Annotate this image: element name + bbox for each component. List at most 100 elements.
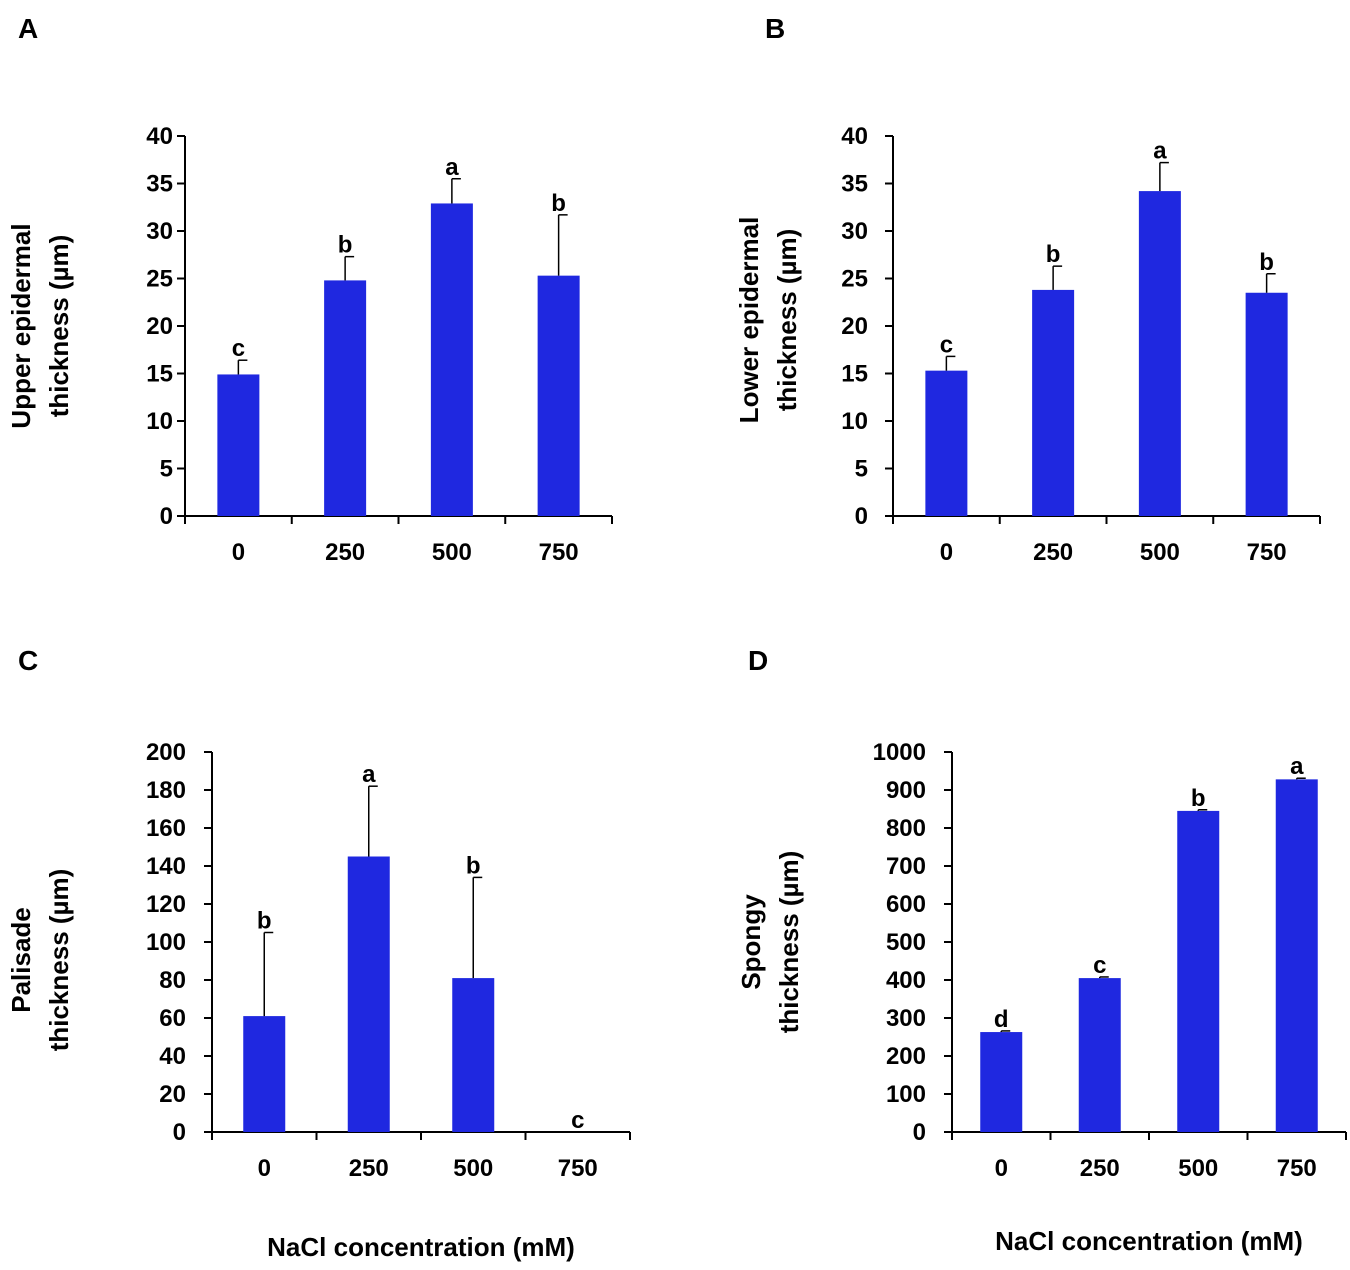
x-tick-label: 250 xyxy=(325,539,365,566)
y-tick-label: 500 xyxy=(886,929,926,956)
x-tick-label: 250 xyxy=(1033,539,1073,566)
bar xyxy=(1138,191,1181,516)
bar xyxy=(980,1032,1023,1132)
x-axis-title: NaCl concentration (mM) xyxy=(267,1232,575,1262)
x-tick-label: 500 xyxy=(1140,539,1180,566)
y-axis-title: Lower epidermal xyxy=(734,217,764,424)
significance-label: c xyxy=(940,331,953,358)
bar xyxy=(324,280,367,516)
bar xyxy=(452,978,495,1132)
panel-letter: D xyxy=(748,645,768,676)
significance-label: b xyxy=(466,852,481,879)
y-axis-title: Spongy xyxy=(736,894,766,990)
significance-label: d xyxy=(994,1006,1009,1033)
y-tick-label: 40 xyxy=(146,123,173,150)
x-tick-label: 750 xyxy=(539,539,579,566)
bar xyxy=(430,203,473,516)
significance-label: b xyxy=(551,190,566,217)
y-tick-label: 20 xyxy=(841,313,868,340)
y-tick-label: 180 xyxy=(146,777,186,804)
bar xyxy=(925,370,968,516)
x-tick-label: 750 xyxy=(1247,539,1287,566)
panel-a: A 0 5 10 15 20 25 30 35 40 c 0 b 250 a 500 b 750 Upper epi… xyxy=(6,13,613,566)
significance-label: c xyxy=(571,1107,584,1134)
y-tick-label: 0 xyxy=(913,1119,926,1146)
y-tick-label: 700 xyxy=(886,853,926,880)
bar xyxy=(243,1016,286,1132)
y-tick-label: 100 xyxy=(886,1081,926,1108)
y-axis-title: thickness (µm) xyxy=(44,235,74,418)
bar xyxy=(347,856,390,1132)
bar xyxy=(1032,289,1075,516)
x-tick-label: 250 xyxy=(349,1155,389,1182)
y-tick-label: 25 xyxy=(146,266,173,293)
bar xyxy=(537,275,580,516)
x-tick-label: 0 xyxy=(232,539,245,566)
y-tick-label: 10 xyxy=(146,408,173,435)
y-tick-label: 0 xyxy=(855,503,868,530)
y-axis-title: Palisade xyxy=(6,907,36,1013)
y-tick-label: 120 xyxy=(146,891,186,918)
y-tick-label: 30 xyxy=(146,218,173,245)
y-tick-label: 600 xyxy=(886,891,926,918)
y-tick-label: 900 xyxy=(886,777,926,804)
y-axis-title: Upper epidermal xyxy=(6,223,36,428)
significance-label: b xyxy=(338,232,353,259)
x-tick-label: 750 xyxy=(558,1155,598,1182)
significance-label: b xyxy=(1191,785,1206,812)
y-tick-label: 20 xyxy=(159,1081,186,1108)
y-tick-label: 400 xyxy=(886,967,926,994)
x-tick-label: 0 xyxy=(995,1155,1008,1182)
y-tick-label: 0 xyxy=(173,1119,186,1146)
significance-label: c xyxy=(232,335,245,362)
x-tick-label: 0 xyxy=(258,1155,271,1182)
panel-letter: B xyxy=(765,13,785,44)
y-tick-label: 300 xyxy=(886,1005,926,1032)
y-tick-label: 80 xyxy=(159,967,186,994)
y-tick-label: 800 xyxy=(886,815,926,842)
bar xyxy=(1177,810,1220,1132)
y-axis-title: thickness (µm) xyxy=(774,851,804,1034)
panel-letter: A xyxy=(18,13,38,44)
panel-c: C 0 20 40 60 80 100 120 140 160 180 200 b 0 a 250 b 500 c 7… xyxy=(6,645,631,1262)
y-tick-label: 5 xyxy=(855,456,868,483)
x-axis-title: NaCl concentration (mM) xyxy=(995,1226,1303,1256)
significance-label: a xyxy=(362,761,376,788)
x-tick-label: 750 xyxy=(1277,1155,1317,1182)
bar xyxy=(1078,978,1121,1132)
panel-d: D 0 100 200 300 400 500 600 700 800 900 1000 d 0 c 250 b… xyxy=(736,645,1347,1256)
x-tick-label: 500 xyxy=(453,1155,493,1182)
y-tick-label: 40 xyxy=(159,1043,186,1070)
significance-label: a xyxy=(445,154,459,181)
y-tick-label: 30 xyxy=(841,218,868,245)
bar xyxy=(217,374,260,516)
y-tick-label: 10 xyxy=(841,408,868,435)
y-tick-label: 5 xyxy=(160,456,173,483)
y-tick-label: 20 xyxy=(146,313,173,340)
y-tick-label: 0 xyxy=(160,503,173,530)
y-axis-title: thickness (µm) xyxy=(44,869,74,1052)
significance-label: b xyxy=(1259,249,1274,276)
panel-letter: C xyxy=(18,645,38,676)
significance-label: b xyxy=(1046,241,1061,268)
y-tick-label: 35 xyxy=(146,171,173,198)
significance-label: a xyxy=(1290,753,1304,780)
bar xyxy=(1245,292,1288,516)
significance-label: a xyxy=(1153,138,1167,165)
x-tick-label: 500 xyxy=(432,539,472,566)
y-tick-label: 160 xyxy=(146,815,186,842)
y-tick-label: 60 xyxy=(159,1005,186,1032)
y-tick-label: 40 xyxy=(841,123,868,150)
y-tick-label: 1000 xyxy=(873,739,926,766)
y-tick-label: 140 xyxy=(146,853,186,880)
x-tick-label: 0 xyxy=(940,539,953,566)
x-tick-label: 250 xyxy=(1080,1155,1120,1182)
y-tick-label: 25 xyxy=(841,266,868,293)
y-tick-label: 200 xyxy=(146,739,186,766)
y-tick-label: 200 xyxy=(886,1043,926,1070)
significance-label: b xyxy=(257,908,272,935)
y-tick-label: 15 xyxy=(841,361,868,388)
significance-label: c xyxy=(1093,952,1106,979)
y-axis-title: thickness (µm) xyxy=(772,229,802,412)
